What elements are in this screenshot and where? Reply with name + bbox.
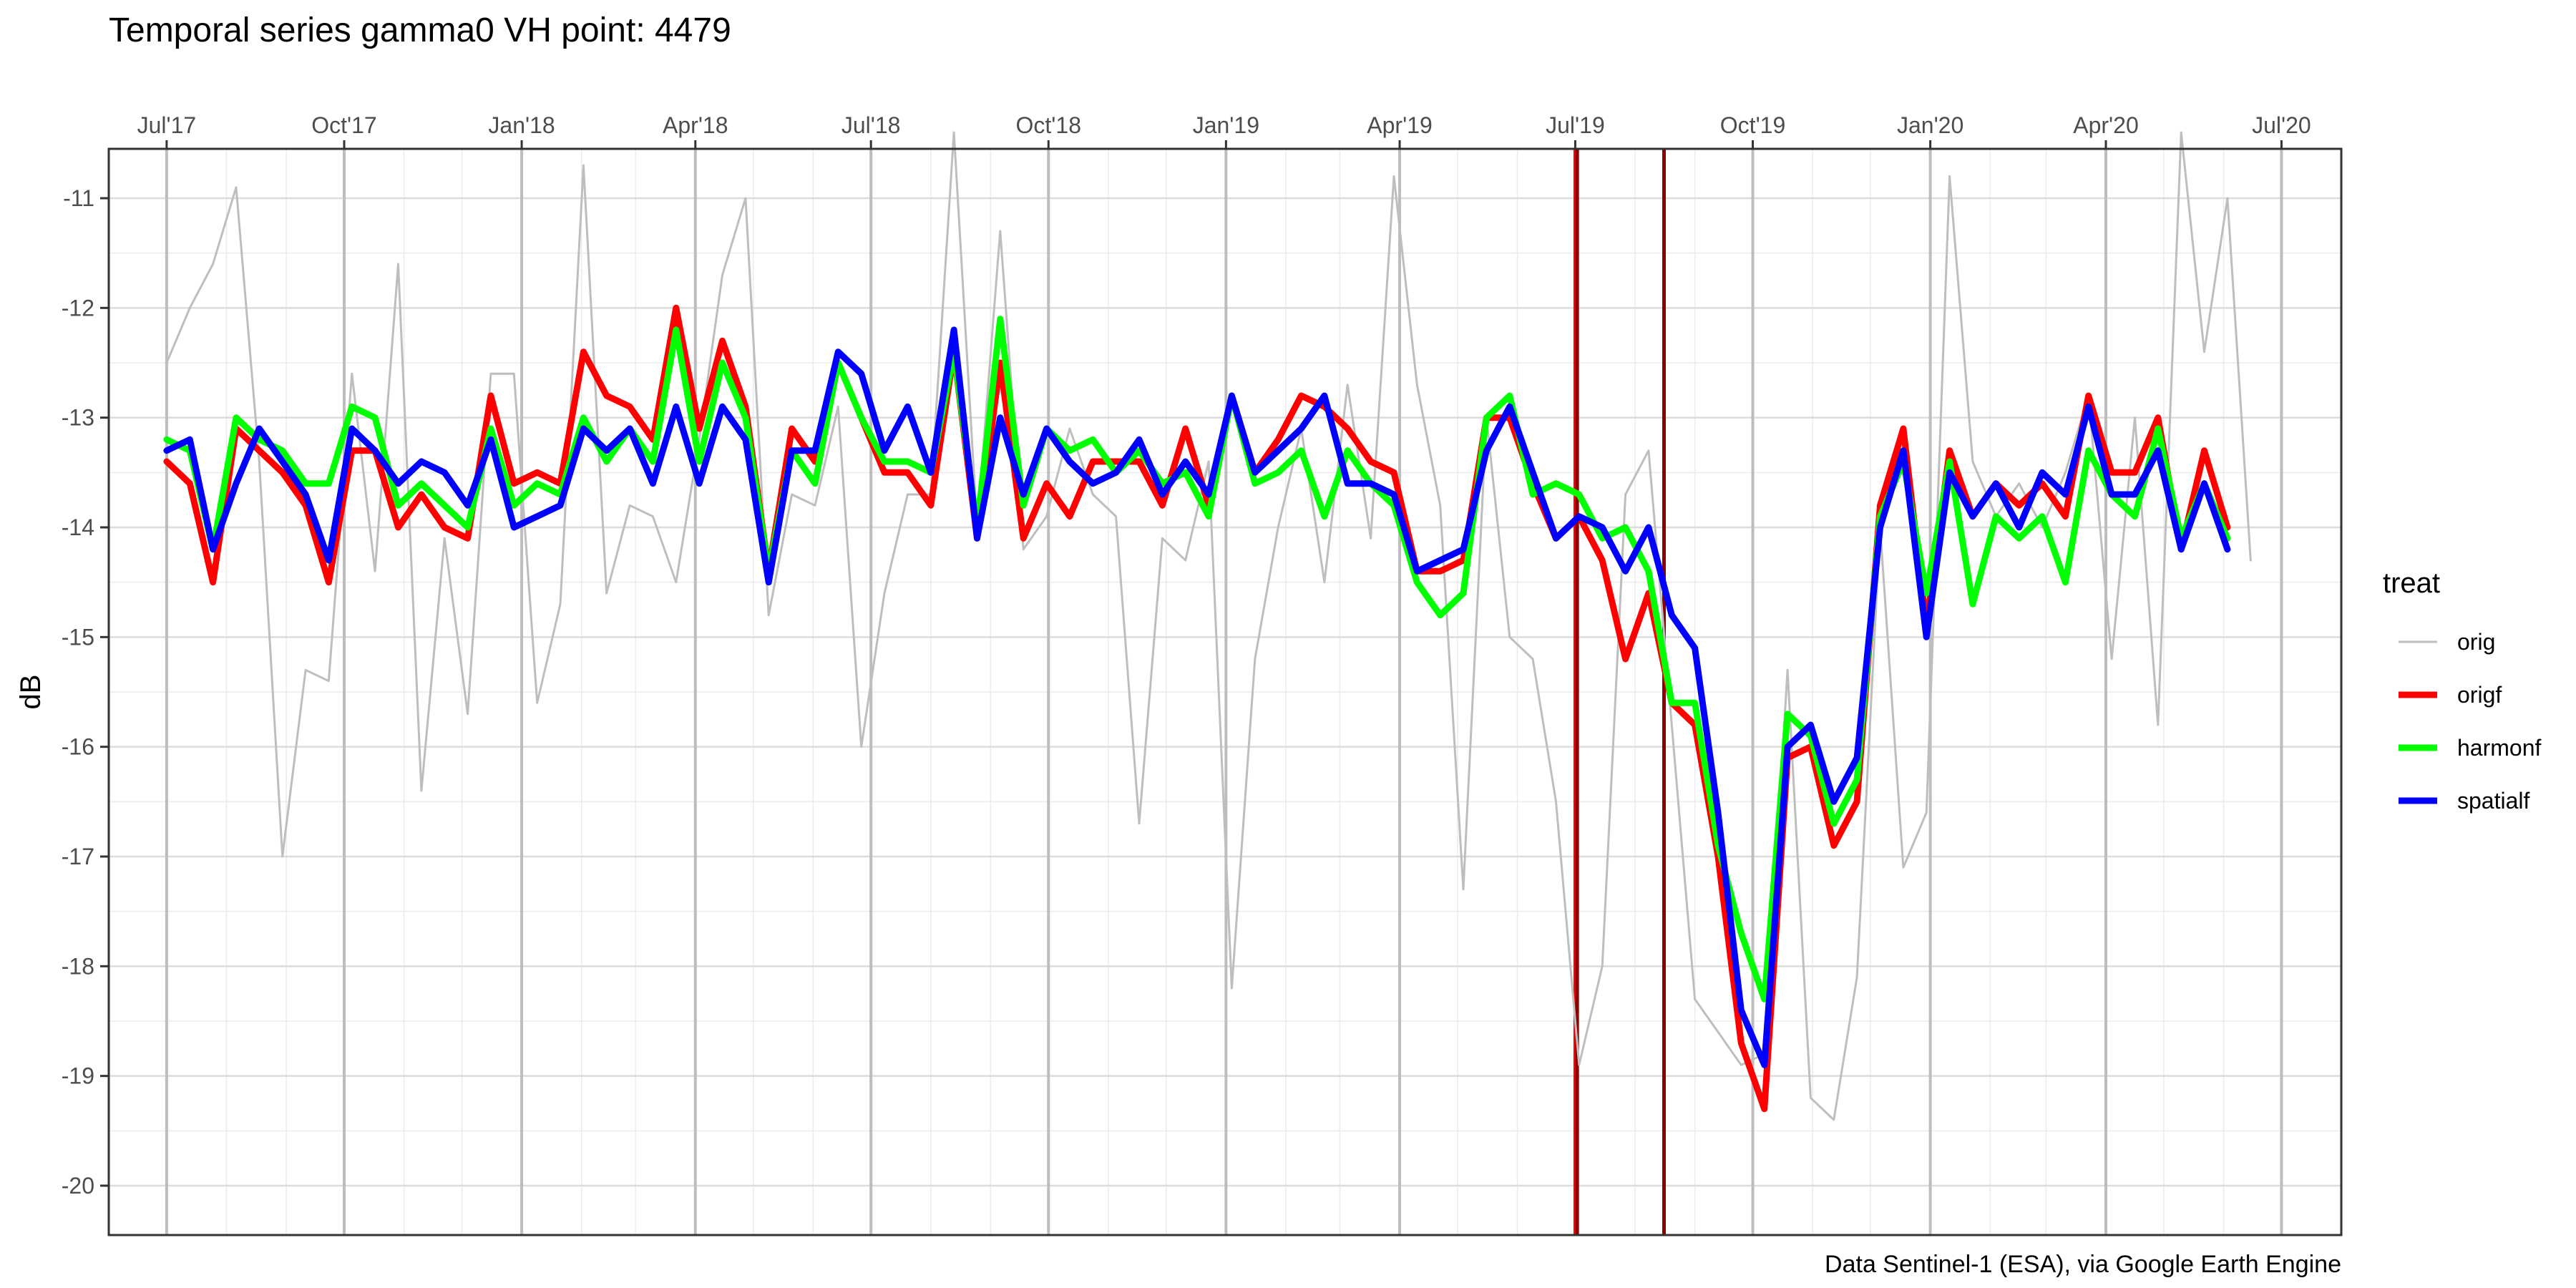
legend-label-orig: orig: [2457, 629, 2495, 655]
series-line-orig: [165, 131, 2252, 1121]
legend: treat orig origf harmonf spatialf: [2383, 567, 2542, 814]
y-tick-label: -15: [62, 624, 94, 650]
y-tick-label: -19: [62, 1063, 94, 1089]
x-tick-label: Jul'19: [1546, 112, 1605, 138]
y-axis-title: dB: [15, 675, 47, 710]
x-tick-label: Jul'20: [2252, 112, 2311, 138]
x-tick-label: Jan'20: [1897, 112, 1963, 138]
x-tick-label: Jul'18: [841, 112, 901, 138]
x-tick-label: Jan'19: [1193, 112, 1259, 138]
legend-label-spatialf: spatialf: [2457, 788, 2530, 814]
x-tick-label: Oct'18: [1016, 112, 1081, 138]
y-tick-label: -13: [62, 405, 94, 431]
legend-label-origf: origf: [2457, 682, 2502, 708]
y-tick-label: -18: [62, 953, 94, 979]
legend-title: treat: [2383, 567, 2440, 599]
y-tick-label: -11: [63, 185, 94, 211]
chart-caption: Data Sentinel-1 (ESA), via Google Earth …: [1825, 1251, 2341, 1278]
series-line-spatialf: [163, 326, 2231, 1068]
x-axis: Jul'17 Oct'17 Jan'18 Apr'18 Jul'18 Oct'18 Jan'…: [137, 112, 2311, 149]
series-layer: [163, 131, 2252, 1121]
x-tick-label: Oct'17: [311, 112, 376, 138]
x-tick-label: Apr'18: [663, 112, 728, 138]
x-tick-label: Apr'20: [2073, 112, 2139, 138]
x-tick-label: Jul'17: [137, 112, 197, 138]
x-tick-label: Jan'18: [488, 112, 555, 138]
y-tick-label: -16: [62, 734, 94, 760]
series-line-origf: [163, 304, 2231, 1113]
x-tick-label: Apr'19: [1367, 112, 1433, 138]
x-tick-label: Oct'19: [1720, 112, 1785, 138]
chart-title: Temporal series gamma0 VH point: 4479: [109, 11, 731, 49]
y-tick-label: -20: [62, 1173, 94, 1199]
y-tick-label: -17: [62, 844, 94, 869]
y-axis: -11 -12 -13 -14 -15 -16 -17 -18 -19 -20: [62, 185, 109, 1199]
legend-label-harmonf: harmonf: [2457, 735, 2542, 761]
y-tick-label: -14: [62, 514, 94, 540]
y-tick-label: -12: [62, 295, 94, 321]
